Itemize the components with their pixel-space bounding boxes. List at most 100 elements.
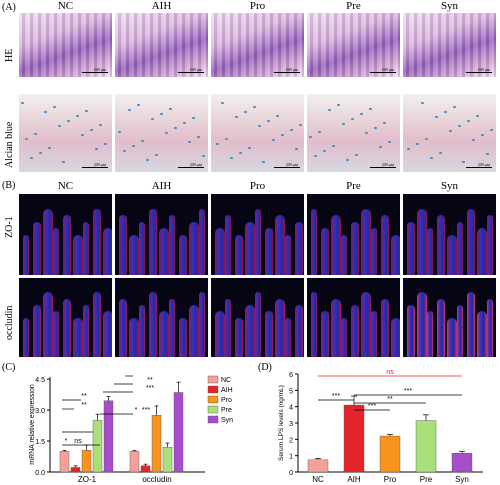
column-title-pre: Pre [346, 0, 361, 12]
significance-label: *** [404, 388, 412, 395]
scale-bar [178, 167, 204, 168]
y-tick-label: 3 [289, 421, 293, 428]
column-title-syn: Syn [440, 0, 459, 12]
significance-label: *** [368, 403, 376, 410]
significance-label: *** [146, 385, 154, 392]
zo1-image-aih [115, 194, 208, 275]
y-tick-label: 5 [289, 388, 293, 395]
legend-swatch-nc [207, 375, 219, 384]
alcian-image-aih: 200 μm [115, 94, 208, 172]
scale-bar [466, 72, 492, 73]
y-tick-label: 4 [289, 405, 293, 412]
scale-bar-label: 200 μm [477, 162, 490, 167]
scale-bar-label: 200 μm [477, 67, 490, 72]
row-label-zo1: ZO-1 [4, 216, 15, 238]
scale-bar [274, 167, 300, 168]
significance-label: ns [386, 369, 394, 376]
legend-swatch-pre [207, 405, 219, 414]
legend-label-syn: Syn [221, 417, 233, 424]
legend-label-aih: AIH [221, 387, 233, 394]
legend-label-nc: NC [221, 377, 231, 384]
scale-bar-label: 200 μm [285, 162, 298, 167]
y-tick-label: 1.5 [35, 439, 45, 446]
y-tick-label: 0.0 [35, 470, 45, 477]
column-title-syn: Syn [440, 180, 459, 192]
legend-swatch-syn [207, 415, 219, 424]
scale-bar-label: 200 μm [93, 67, 106, 72]
he-image-pro: 200 μm [211, 13, 304, 77]
y-tick-label: 6 [289, 372, 293, 379]
scale-bar-label: 200 μm [285, 67, 298, 72]
scale-bar-label: 200 μm [93, 162, 106, 167]
significance-label: ns [74, 438, 82, 445]
scale-bar [274, 72, 300, 73]
scale-bar [370, 72, 396, 73]
zo1-image-pre [307, 194, 400, 275]
bar-nc-occludin [129, 451, 140, 473]
x-category-label: AIH [347, 475, 361, 484]
significance-label: ** [81, 402, 87, 409]
occludin-image-syn [403, 278, 496, 357]
y-tick-label: 4.5 [35, 377, 45, 384]
significance-label: ** [147, 377, 153, 384]
he-image-aih: 200 μm [115, 13, 208, 77]
scale-bar [82, 72, 108, 73]
significance-label: *** [332, 393, 340, 400]
he-image-nc: 200 μm [19, 13, 112, 77]
occludin-image-pre [307, 278, 400, 357]
bar-pro-zo-1 [81, 450, 92, 473]
x-category-label: NC [312, 475, 324, 484]
significance-label: ** [81, 393, 87, 400]
significance-label: *** [142, 407, 150, 414]
y-tick-label: 3.0 [35, 408, 45, 415]
column-title-pro: Pro [249, 180, 266, 192]
y-axis-title: mRNA relative expression [29, 384, 36, 465]
column-title-nc: NC [57, 180, 74, 192]
alcian-image-pre: 200 μm [307, 94, 400, 172]
zo1-image-pro [211, 194, 304, 275]
scale-bar-label: 200 μm [189, 162, 202, 167]
occludin-image-pro [211, 278, 304, 357]
chart-d-serum-lps: 0 1 2 3 4 5 6 Serum LPS levels (ng/mL) NC AIH Pro P… [278, 369, 483, 484]
significance-label: * [135, 407, 138, 414]
scale-bar [370, 167, 396, 168]
bar-pro-occludin [151, 415, 162, 473]
bar-pre-zo-1 [92, 420, 103, 473]
zo1-image-nc [19, 194, 112, 275]
y-tick-label: 1 [289, 454, 293, 461]
he-image-pre: 200 μm [307, 13, 400, 77]
he-image-syn: 200 μm [403, 13, 496, 77]
occludin-image-aih [115, 278, 208, 357]
scale-bar [178, 72, 204, 73]
significance-label: * [65, 438, 68, 445]
bar-pre-occludin [162, 447, 173, 473]
bar-aih [343, 404, 365, 473]
bar-aih-occludin [140, 465, 151, 473]
row-label-he: HE [4, 48, 15, 62]
y-tick-label: 2 [289, 437, 293, 444]
significance-label: ** [387, 396, 393, 403]
alcian-image-nc: 200 μm [19, 94, 112, 172]
scale-bar [82, 167, 108, 168]
bar-nc [307, 459, 329, 473]
x-category-label: occludin [142, 475, 171, 484]
y-tick-label: 0 [289, 470, 293, 477]
row-label-occludin: occludin [4, 305, 15, 340]
x-category-label: Pre [420, 475, 433, 484]
column-title-aih: AIH [151, 180, 172, 192]
scale-bar-label: 200 μm [381, 67, 394, 72]
bar-pro [379, 435, 401, 473]
panel-c-label: (C) [2, 362, 16, 373]
column-title-nc: NC [57, 0, 74, 12]
panel-b-label: (B) [2, 180, 16, 191]
bar-syn-occludin [173, 392, 184, 473]
row-label-alcian-blue: Alcian blue [4, 121, 15, 168]
x-category-label: Syn [455, 475, 469, 484]
scale-bar-label: 200 μm [189, 67, 202, 72]
zo1-image-syn [403, 194, 496, 275]
panel-a-label: (A) [2, 2, 16, 13]
bar-nc-zo-1 [59, 451, 70, 473]
panel-d-label: (D) [258, 362, 272, 373]
y-axis-title: Serum LPS levels (ng/mL) [278, 385, 285, 461]
